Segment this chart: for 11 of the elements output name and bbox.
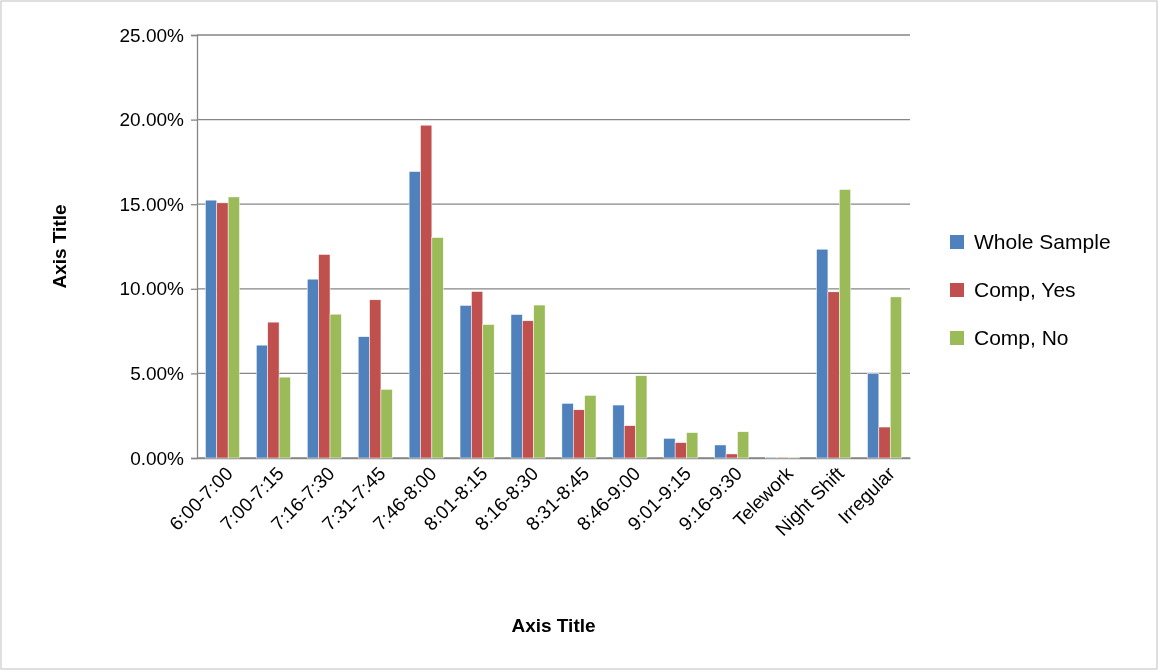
y-tick-label: 0.00% bbox=[130, 447, 185, 469]
y-tick-label: 10.00% bbox=[119, 278, 185, 300]
legend-label: Whole Sample bbox=[974, 230, 1111, 254]
legend-label: Comp, Yes bbox=[974, 278, 1076, 302]
y-tick-label: 20.00% bbox=[119, 109, 185, 131]
y-tick-label: 5.00% bbox=[130, 362, 185, 384]
y-tick-label: 15.00% bbox=[119, 193, 185, 215]
y-tick-label: 25.00% bbox=[119, 24, 185, 46]
x-axis-title: Axis Title bbox=[511, 615, 596, 636]
y-axis-title: Axis Title bbox=[49, 204, 70, 289]
legend-label: Comp, No bbox=[974, 326, 1069, 350]
